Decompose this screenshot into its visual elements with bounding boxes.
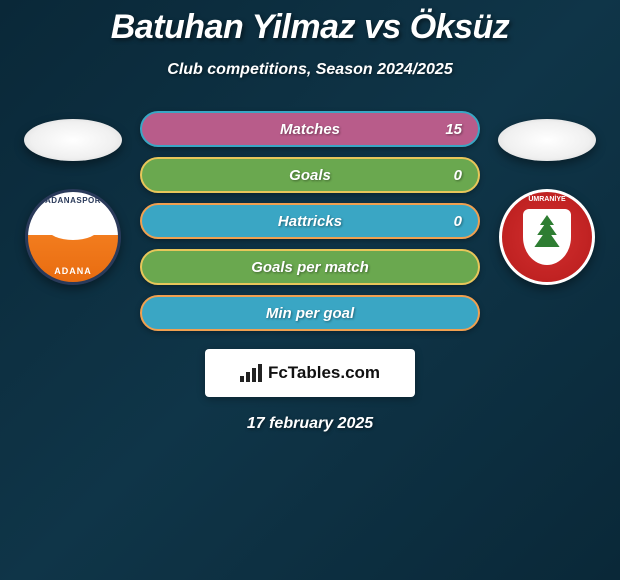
badge-left-inner-icon xyxy=(48,218,98,240)
stat-label: Min per goal xyxy=(266,305,354,322)
stat-label: Hattricks xyxy=(278,213,342,230)
stat-row: Goals 0 xyxy=(140,157,480,193)
badge-right-shield-icon xyxy=(523,209,571,265)
watermark-text: FcTables.com xyxy=(268,363,380,383)
badge-left-bottom-text: ADANA xyxy=(54,266,92,276)
stat-row: Min per goal xyxy=(140,295,480,331)
stat-label: Goals per match xyxy=(251,259,369,276)
left-column: ADANASPOR ADANA xyxy=(24,119,122,285)
main-row: ADANASPOR ADANA Matches15Goals0Hattricks… xyxy=(0,111,620,331)
stat-value: 0 xyxy=(454,167,462,184)
bars-icon xyxy=(240,364,262,382)
tree-icon xyxy=(533,215,561,255)
stat-label: Matches xyxy=(280,121,340,138)
stat-value: 15 xyxy=(445,121,462,138)
stat-value: 0 xyxy=(454,213,462,230)
subtitle: Club competitions, Season 2024/2025 xyxy=(167,61,452,79)
page-title: Batuhan Yilmaz vs Öksüz xyxy=(111,8,510,47)
right-column: ÜMRANİYE xyxy=(498,119,596,285)
stat-label: Goals xyxy=(289,167,331,184)
stat-row: Hattricks 0 xyxy=(140,203,480,239)
player-right-oval xyxy=(498,119,596,161)
club-badge-right: ÜMRANİYE xyxy=(499,189,595,285)
date-text: 17 february 2025 xyxy=(247,415,373,433)
player-left-oval xyxy=(24,119,122,161)
club-badge-left: ADANASPOR ADANA xyxy=(25,189,121,285)
badge-right-ring-text: ÜMRANİYE xyxy=(528,196,565,203)
watermark: FcTables.com xyxy=(205,349,415,397)
stat-row: Goals per match xyxy=(140,249,480,285)
badge-left-top-text: ADANASPOR xyxy=(45,196,101,205)
comparison-card: Batuhan Yilmaz vs Öksüz Club competition… xyxy=(0,0,620,433)
stats-column: Matches 15 Goals 0 Hattricks 0 Goals per match… xyxy=(140,111,480,331)
stat-row: Matches 15 xyxy=(140,111,480,147)
